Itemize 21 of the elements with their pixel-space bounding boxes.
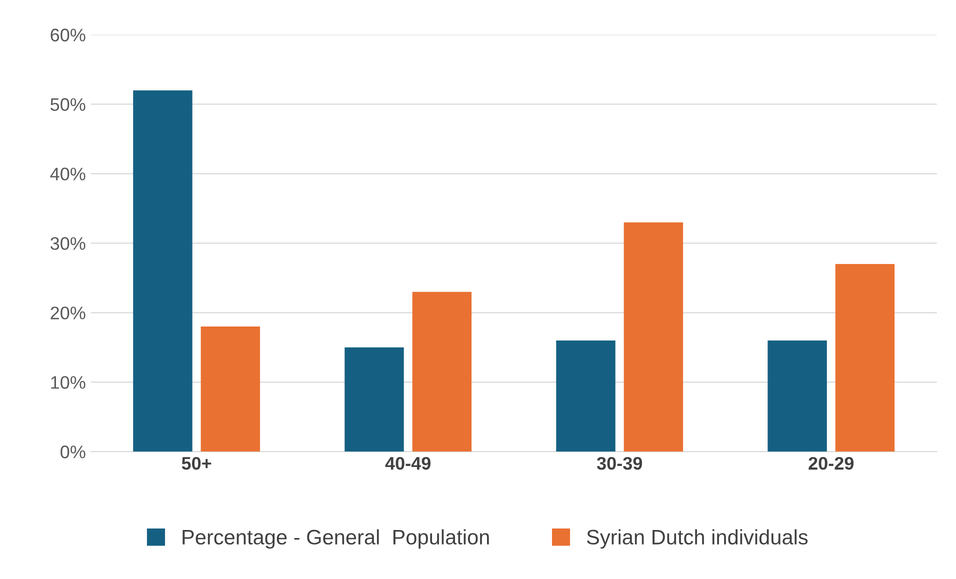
x-tick-label: 50+ <box>182 456 212 470</box>
bar <box>412 292 472 452</box>
y-tick-label: 30% <box>50 237 86 250</box>
x-tick-label: 20-29 <box>808 456 854 470</box>
x-tick-label: 30-39 <box>596 456 642 470</box>
bar <box>133 90 192 452</box>
y-tick-label: 60% <box>50 28 86 42</box>
bar <box>835 264 895 452</box>
bar <box>344 347 404 452</box>
legend-label: Percentage - General Population <box>182 529 489 549</box>
bar <box>624 222 684 452</box>
bar <box>768 340 827 452</box>
y-tick-label: 0% <box>60 446 86 458</box>
legend-label: Syrian Dutch individuals <box>586 529 808 549</box>
y-tick-label: 50% <box>50 98 86 111</box>
bar <box>200 326 260 452</box>
x-tick-label: 40-49 <box>385 456 431 470</box>
y-tick-label: 40% <box>50 168 86 180</box>
bar <box>556 340 616 452</box>
y-tick-label: 20% <box>50 306 86 320</box>
y-tick-label: 10% <box>51 376 86 389</box>
